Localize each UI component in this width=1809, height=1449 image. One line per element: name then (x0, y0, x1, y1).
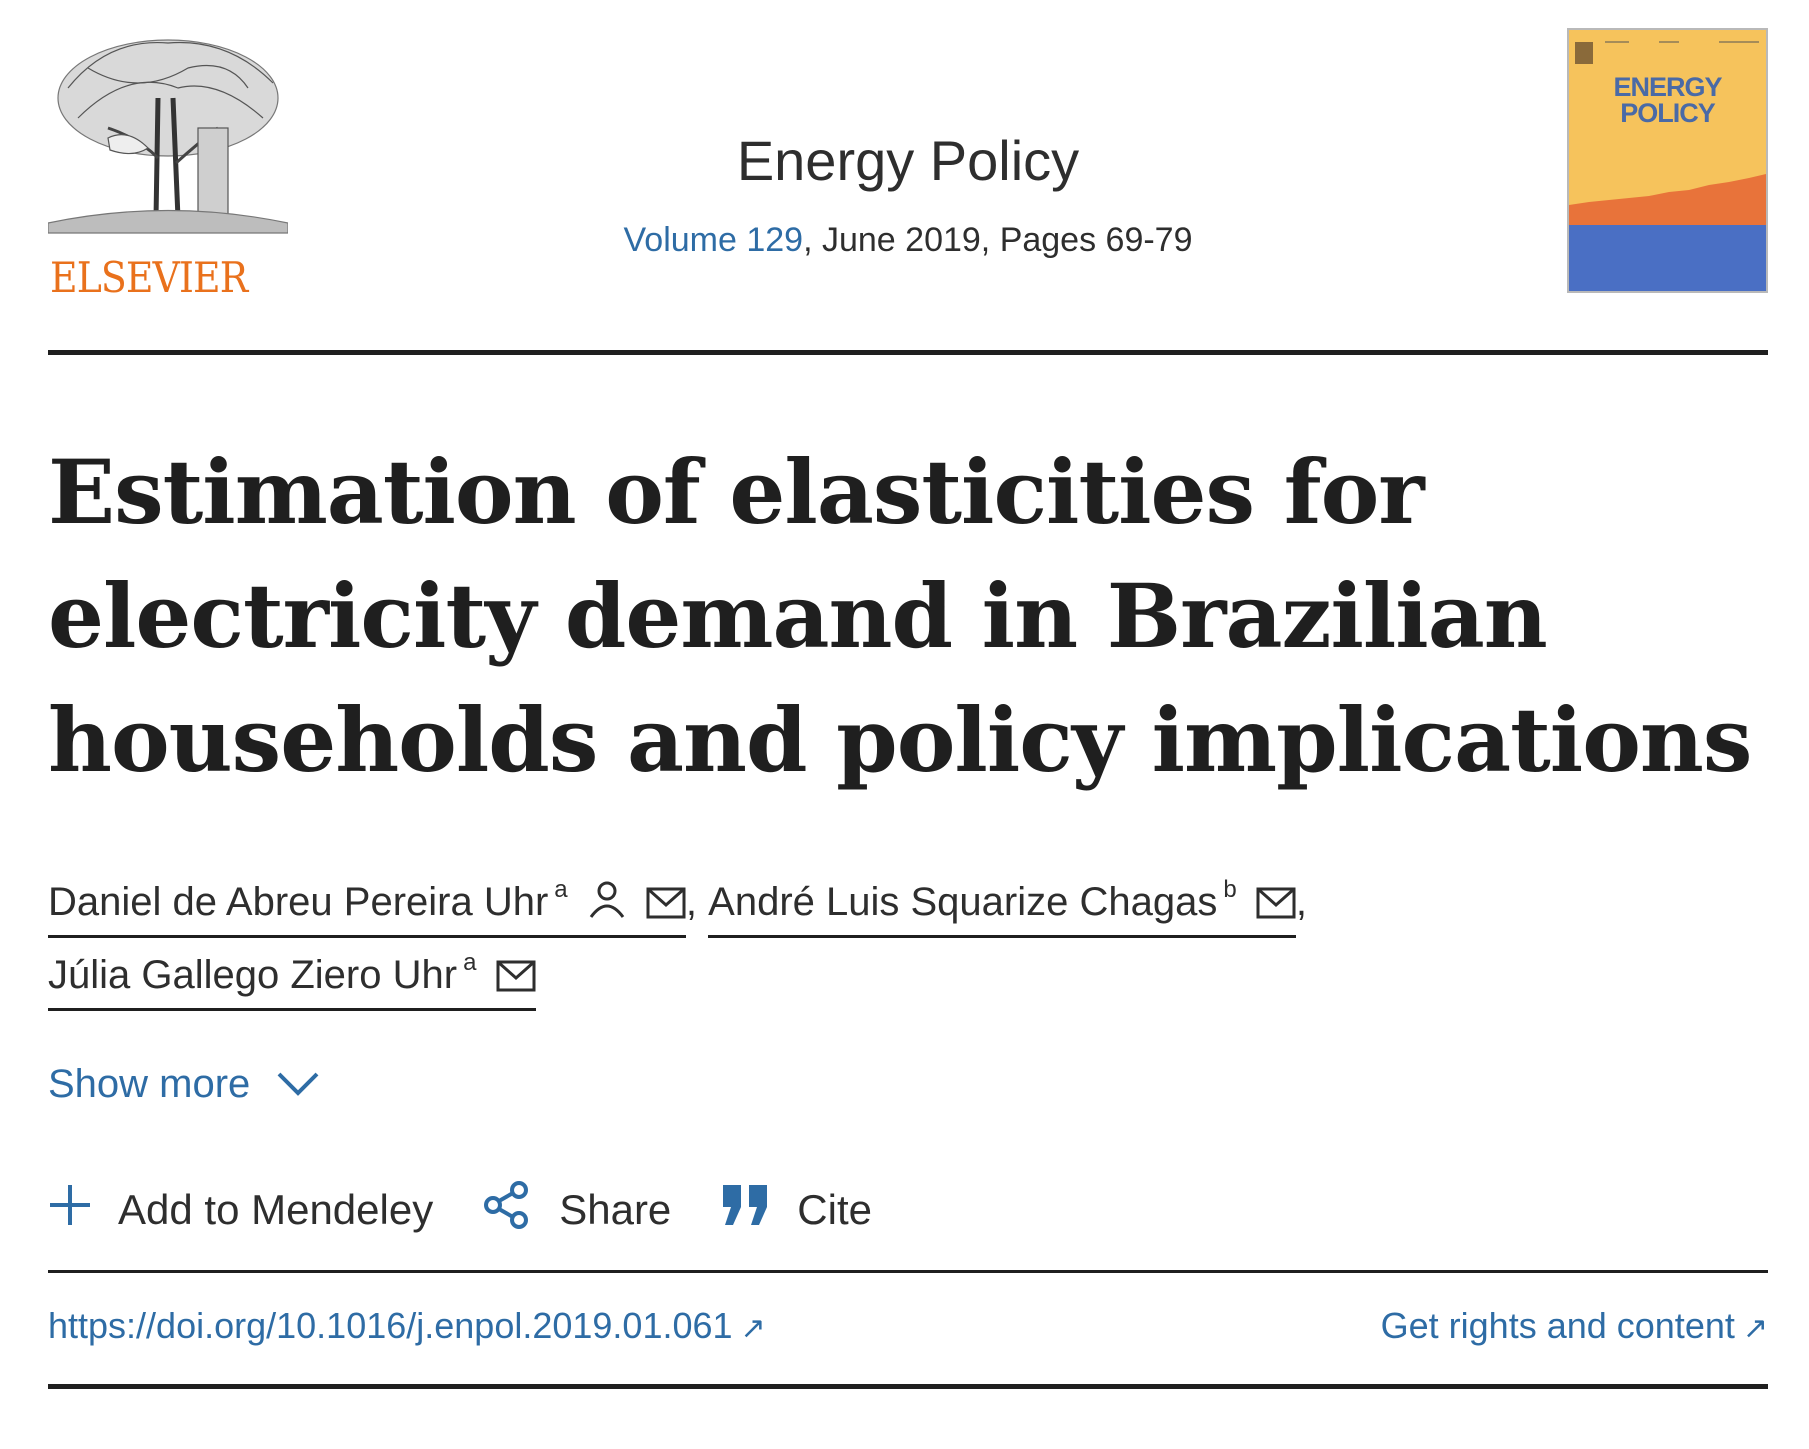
author-link[interactable]: Júlia Gallego Ziero Uhr a (48, 938, 536, 1011)
tree-icon (47, 39, 289, 234)
author-link[interactable]: André Luis Squarize Chagas b (708, 865, 1296, 938)
footer-divider (48, 1384, 1768, 1389)
affiliation-marker: b (1223, 876, 1237, 903)
cover-title: ENERGY POLICY (1613, 72, 1722, 128)
share-button[interactable]: Share (483, 1180, 671, 1240)
cite-button[interactable]: Cite (721, 1183, 872, 1237)
article-title: Estimation of elasticities for electrici… (48, 440, 1752, 792)
doi-link[interactable]: https://doi.org/10.1016/j.enpol.2019.01.… (48, 1305, 766, 1347)
email-icon (646, 881, 686, 931)
external-link-icon: ↗ (1742, 1312, 1768, 1345)
affiliation-marker: a (463, 949, 477, 976)
volume-link[interactable]: Volume 129 (623, 221, 804, 259)
show-more-label: Show more (48, 1062, 251, 1106)
author-name: Júlia Gallego Ziero Uhr (48, 953, 458, 997)
share-icon (483, 1180, 533, 1240)
affiliation-marker: a (554, 876, 568, 903)
elsevier-wordmark: ELSEVIER (50, 253, 248, 302)
cite-label: Cite (797, 1186, 872, 1233)
share-label: Share (559, 1186, 672, 1233)
rights-text: Get rights and content (1380, 1305, 1735, 1346)
plus-icon (48, 1183, 92, 1237)
author-name: André Luis Squarize Chagas (708, 880, 1218, 924)
issue-details: , June 2019, Pages 69-79 (803, 221, 1193, 259)
author-list: Daniel de Abreu Pereira Uhr a , André Lui… (48, 865, 1768, 1011)
mendeley-label: Add to Mendeley (118, 1186, 434, 1233)
external-link-icon: ↗ (740, 1312, 766, 1345)
author-separator: , (1295, 880, 1307, 924)
doi-text: https://doi.org/10.1016/j.enpol.2019.01.… (48, 1305, 733, 1346)
chevron-down-icon (276, 1062, 320, 1107)
add-to-mendeley-button[interactable]: Add to Mendeley (48, 1183, 433, 1237)
journal-cover[interactable]: ENERGY POLICY (1567, 28, 1768, 293)
article-actions: Add to Mendeley Share Cite (48, 1180, 922, 1240)
cover-art (1569, 41, 1766, 291)
journal-title[interactable]: Energy Policy (736, 129, 1080, 192)
author-name: Daniel de Abreu Pereira Uhr (48, 880, 549, 924)
article-header: ELSEVIER Energy Policy Volume 129, June … (47, 28, 1768, 302)
show-more-button[interactable]: Show more (48, 1062, 320, 1107)
elsevier-logo[interactable]: ELSEVIER (47, 28, 289, 302)
author-link[interactable]: Daniel de Abreu Pereira Uhr a (48, 865, 686, 938)
header-divider (48, 350, 1768, 355)
actions-divider (48, 1270, 1768, 1273)
quote-icon (721, 1183, 771, 1237)
author-separator: , (685, 880, 698, 924)
email-icon (1256, 881, 1296, 931)
email-icon (496, 954, 536, 1004)
journal-issue: Volume 129, June 2019, Pages 69-79 (48, 221, 1768, 260)
journal-info: Energy Policy Volume 129, June 2019, Pag… (48, 128, 1768, 260)
rights-link[interactable]: Get rights and content ↗ (1381, 1305, 1768, 1347)
person-icon (587, 879, 627, 931)
